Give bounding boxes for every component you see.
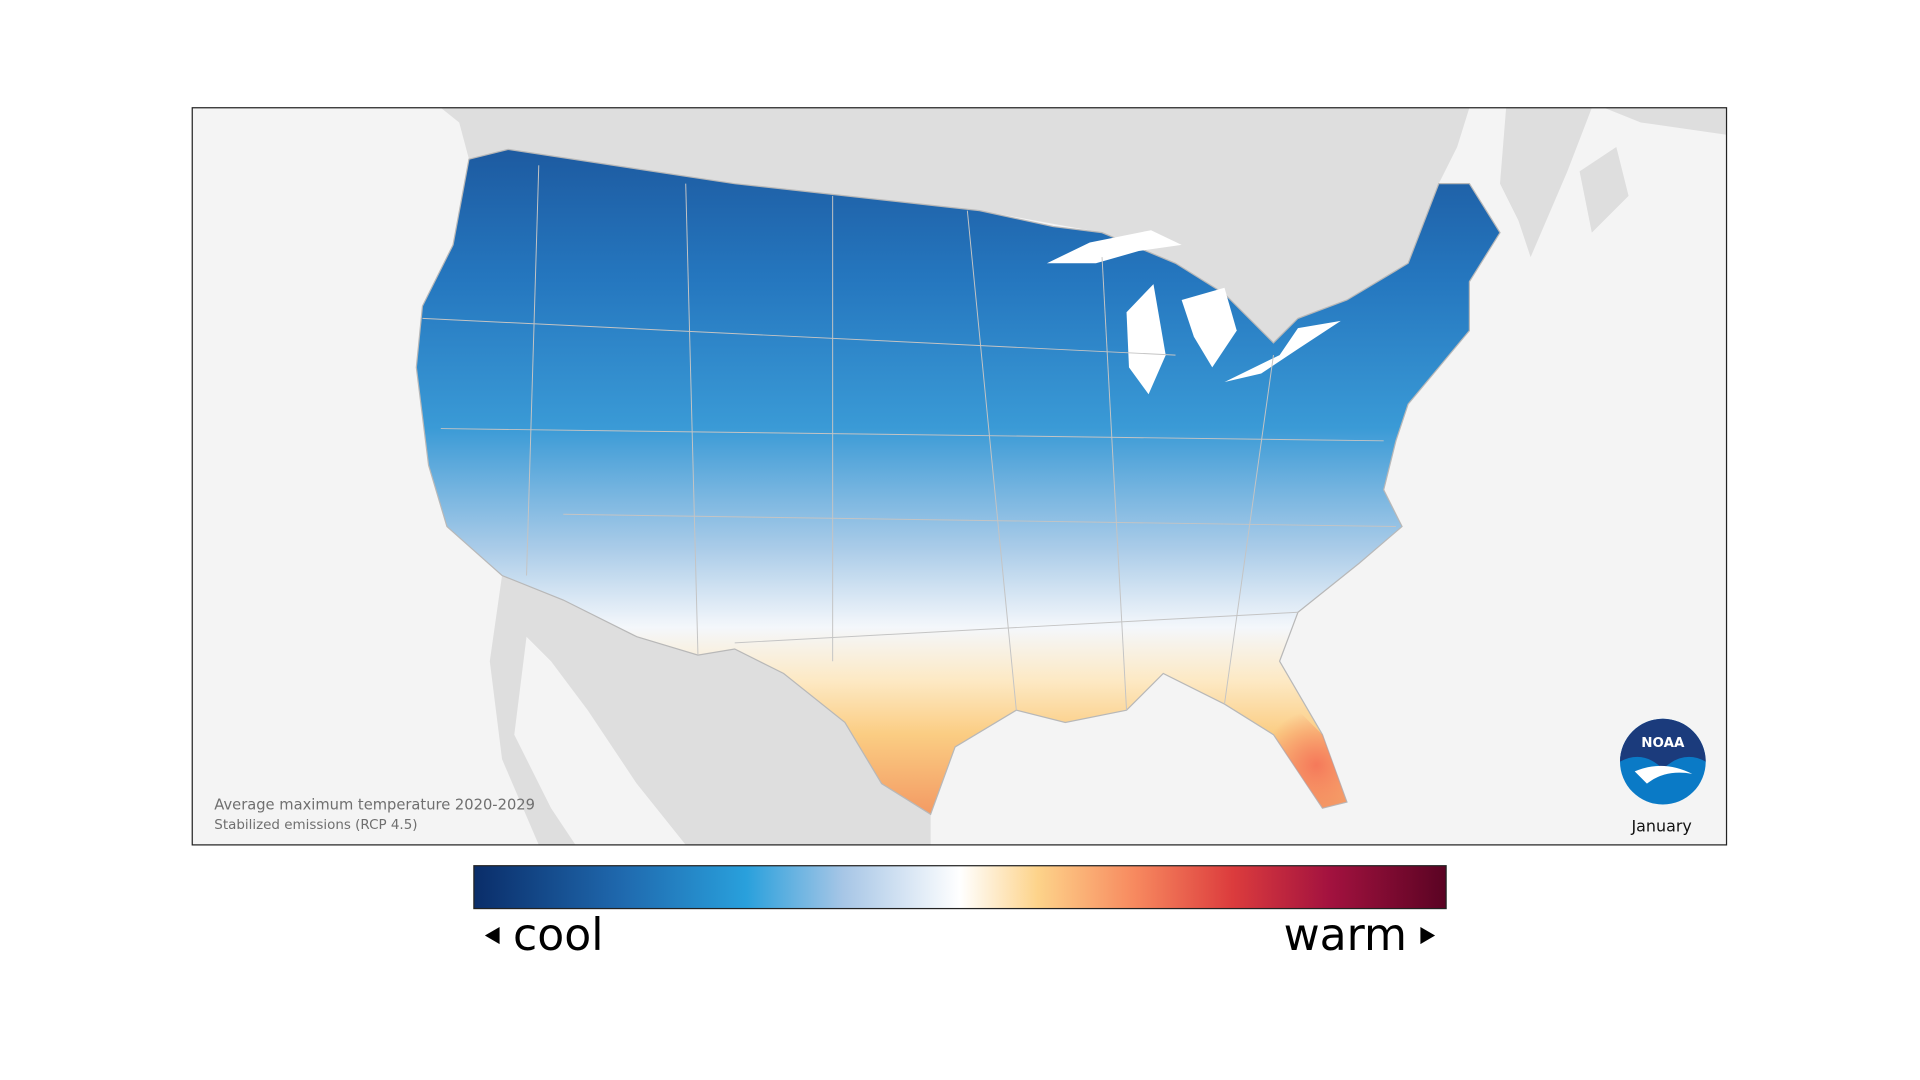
noaa-logo: NOAA: [1620, 718, 1706, 805]
month-label: January: [1630, 816, 1691, 835]
caption-title: Average maximum temperature 2020-2029: [214, 796, 535, 813]
map-border: [191, 107, 1728, 846]
caption-subtitle: Stabilized emissions (RCP 4.5): [214, 818, 417, 833]
legend-arrow-right: [1420, 926, 1436, 945]
logo-text: NOAA: [1641, 736, 1685, 751]
legend-bar: [473, 865, 1447, 910]
map-frame: [192, 107, 1727, 845]
legend-low-label: cool: [513, 910, 603, 961]
legend-high-label: warm: [1284, 910, 1407, 961]
legend-arrow-left: [484, 926, 500, 945]
